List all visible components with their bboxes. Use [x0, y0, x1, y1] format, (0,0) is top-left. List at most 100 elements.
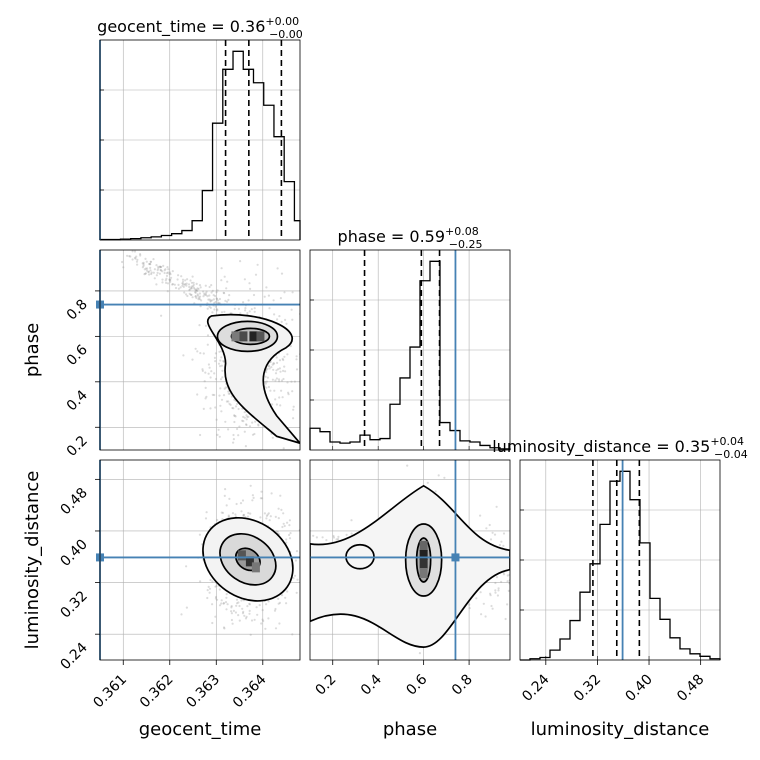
sample-point [191, 285, 194, 288]
sample-point [304, 392, 306, 394]
sample-point [222, 602, 225, 605]
sample-point [332, 534, 335, 538]
sample-point [301, 559, 303, 561]
sample-point [350, 519, 353, 522]
sample-point [165, 277, 168, 280]
sample-point [497, 587, 500, 590]
sample-point [286, 381, 289, 384]
sample-point [282, 377, 285, 381]
sample-point [426, 481, 429, 484]
sample-point [219, 378, 223, 381]
sample-point [262, 456, 264, 458]
sample-point [278, 601, 281, 605]
sample-point [209, 376, 212, 379]
sample-point [216, 299, 219, 302]
sample-point [185, 282, 188, 285]
sample-point [223, 387, 226, 390]
sample-point [156, 271, 159, 274]
sample-point [215, 585, 218, 588]
sample-point [142, 264, 145, 267]
sample-point [208, 294, 211, 297]
sample-point [221, 376, 224, 379]
panel-frame [99, 249, 301, 451]
sample-point [161, 278, 164, 281]
sample-point [289, 532, 292, 535]
sample-point [143, 268, 146, 271]
sample-point [189, 293, 192, 296]
sample-point [267, 385, 270, 389]
sample-point [224, 488, 227, 491]
sample-point [256, 263, 259, 266]
sample-point [479, 514, 482, 517]
sample-point [211, 580, 214, 583]
sample-point [149, 263, 152, 266]
scatter-panel-phase-luminosity_distance [309, 459, 511, 661]
sample-point [185, 606, 188, 609]
sample-point [143, 273, 146, 276]
sample-point [189, 279, 192, 282]
sample-point [311, 297, 313, 299]
sample-point [243, 416, 246, 419]
sample-point [500, 540, 503, 543]
sample-point [257, 424, 260, 427]
sample-point [232, 407, 235, 410]
sample-point [207, 372, 210, 375]
sample-point [265, 380, 268, 383]
sample-point [497, 589, 500, 592]
sample-point [221, 369, 224, 372]
sample-point [231, 406, 234, 410]
sample-point [296, 578, 299, 581]
sample-point [208, 305, 211, 308]
sample-point [194, 295, 197, 298]
sample-point [195, 289, 198, 292]
sample-point [280, 594, 284, 597]
sample-point [277, 507, 280, 510]
sample-point [267, 600, 270, 603]
sample-point [164, 268, 167, 271]
sample-point [214, 406, 217, 409]
sample-point [194, 291, 197, 294]
sample-point [243, 614, 246, 617]
sample-point [337, 538, 340, 541]
sample-point [209, 407, 212, 410]
sample-point [276, 318, 279, 321]
sample-point [208, 587, 212, 590]
sample-point [288, 533, 291, 537]
sample-point [494, 581, 497, 585]
sample-point [199, 305, 202, 308]
sample-point [210, 370, 213, 373]
sample-point [218, 435, 221, 438]
sample-point [181, 284, 184, 287]
sample-point [290, 380, 293, 383]
sample-point [264, 380, 267, 384]
sample-point [506, 580, 509, 583]
sample-point [251, 494, 254, 497]
sample-point [265, 386, 268, 389]
sample-point [233, 420, 236, 424]
sample-point [208, 285, 211, 289]
sample-point [485, 527, 488, 530]
sample-point [260, 622, 263, 625]
sample-point [260, 497, 264, 500]
sample-point [241, 612, 245, 615]
sample-point [181, 278, 185, 281]
sample-point [198, 533, 201, 536]
sample-point [139, 254, 142, 257]
sample-point [167, 271, 170, 274]
x-tick-label: 0.8 [449, 672, 476, 699]
sample-point [276, 267, 279, 270]
x-axis-label: phase [383, 719, 437, 740]
sample-point [131, 250, 134, 253]
sample-point [145, 269, 149, 272]
density-bin [237, 550, 246, 561]
sample-point [202, 407, 205, 410]
sample-point [220, 410, 223, 413]
sample-point [194, 291, 197, 294]
sample-point [135, 260, 139, 263]
sample-point [191, 358, 194, 361]
sample-point [214, 585, 217, 588]
sample-point [252, 293, 256, 297]
histogram-phase: phase = 0.59+0.08 −0.25 [309, 225, 511, 451]
sample-point [147, 270, 150, 274]
